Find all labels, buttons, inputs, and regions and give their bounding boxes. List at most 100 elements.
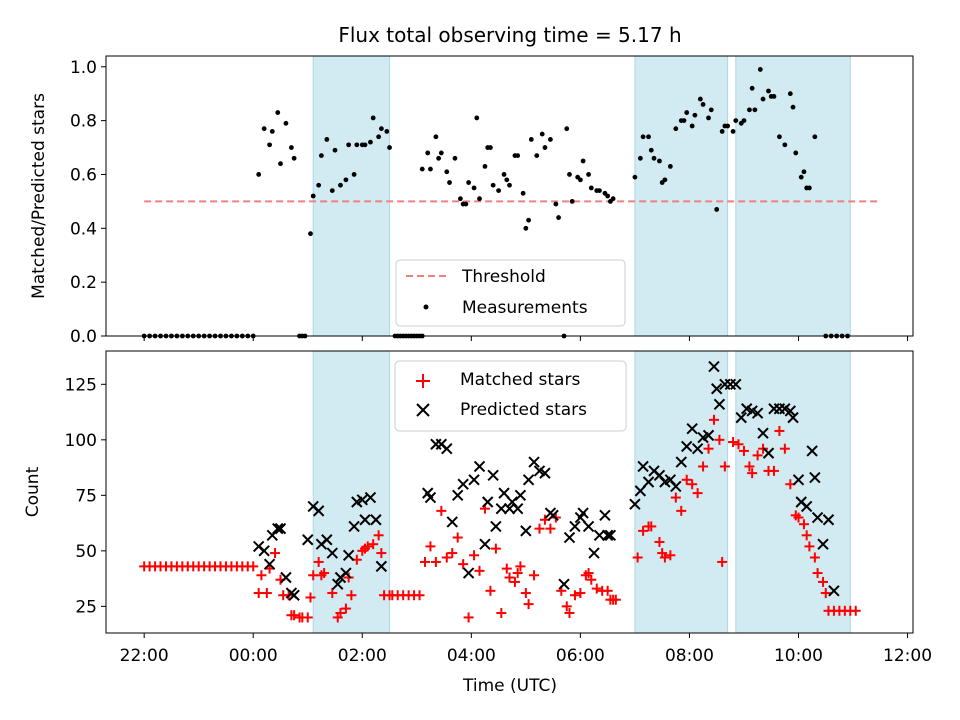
measurement-point	[719, 128, 725, 134]
measurement-point	[444, 169, 450, 175]
matched-legend-swatch	[416, 374, 430, 388]
matched-star-point	[561, 601, 572, 612]
measurement-point	[640, 134, 646, 140]
measurement-point	[291, 155, 297, 161]
matched-star-point	[708, 414, 719, 425]
shaded-interval-1	[634, 350, 729, 634]
measurement-point	[507, 182, 512, 188]
predicted-star-point	[675, 456, 687, 468]
measurement-point	[747, 107, 752, 113]
predicted-star-point	[817, 538, 829, 550]
predicted-star-point	[713, 398, 726, 410]
measurement-point	[419, 166, 425, 172]
predicted-star-point	[588, 547, 600, 559]
top-y-tick-label: 0.4	[70, 219, 97, 239]
matched-star-point	[319, 568, 330, 579]
predicted-star-point	[332, 578, 344, 590]
predicted-star-point	[811, 511, 824, 524]
measurement-point	[556, 215, 561, 220]
matched-star-point	[752, 450, 763, 461]
measurement-point	[689, 123, 695, 129]
predicted-star-point	[822, 514, 835, 526]
measurement-point	[515, 153, 521, 159]
measurement-point	[741, 118, 747, 124]
predicted-star-point	[569, 520, 581, 533]
top-y-tick-label: 1.0	[70, 58, 97, 78]
top-legend: Threshold Measurements	[395, 259, 626, 327]
predicted-star-point	[340, 567, 352, 579]
measurement-point	[501, 172, 507, 177]
predicted-star-point	[312, 505, 325, 517]
predicted-star-point	[787, 411, 799, 424]
measurement-point	[547, 137, 553, 142]
predicted-star-point	[468, 474, 480, 486]
matched-star-point	[744, 461, 755, 472]
measurement-point	[534, 153, 540, 159]
matched-star-point	[681, 474, 692, 485]
matched-star-point	[529, 570, 540, 581]
top-y-axis-label: Matched/Predicted stars	[29, 93, 49, 299]
measurement-point	[362, 142, 368, 148]
top-y-tick-label: 0.8	[70, 112, 97, 132]
predicted-star-point	[321, 534, 333, 546]
measurement-point	[433, 134, 439, 140]
measurement-point	[354, 142, 360, 148]
predicted-star-point	[601, 529, 614, 542]
bottom-y-axis: 25 50 75 100 125	[65, 375, 106, 617]
measurement-point	[496, 188, 501, 194]
matched-star-point	[670, 492, 681, 503]
matched-star-point	[646, 521, 657, 532]
predicted-star-point	[762, 447, 775, 459]
matched-star-point	[632, 552, 643, 563]
measurement-point	[288, 145, 294, 150]
predicted-star-point	[481, 496, 494, 508]
bottom-shaded-intervals	[312, 350, 851, 634]
top-plot-frame	[105, 55, 914, 337]
matched-star-point	[820, 588, 831, 599]
predicted-star-point	[828, 585, 840, 597]
measurement-point	[370, 115, 376, 121]
predicted-star-point	[302, 534, 314, 546]
matched-star-point	[798, 519, 809, 530]
matched-star-point	[419, 556, 430, 567]
matched-star-point	[373, 530, 384, 541]
matched-star-point	[313, 556, 324, 567]
measurement-point	[684, 110, 690, 115]
bottom-y-tick-label: 50	[75, 542, 97, 562]
predicted-star-point	[539, 467, 551, 479]
predicted-star-point	[582, 520, 595, 533]
measurement-point	[567, 172, 572, 177]
matched-star-point	[733, 439, 744, 450]
measurement-point	[466, 180, 472, 185]
matched-star-point	[368, 539, 379, 550]
measurement-point	[267, 142, 272, 148]
predicted-star-point	[473, 460, 486, 473]
matched-star-point	[583, 568, 594, 579]
measurement-point	[757, 67, 763, 72]
matched-star-point	[305, 592, 316, 603]
measurement-point	[766, 88, 771, 94]
bottom-y-tick-label: 25	[75, 597, 97, 617]
predicted-star-point	[514, 489, 527, 502]
measurement-point	[526, 217, 531, 223]
predicted-star-point	[272, 522, 284, 535]
measurement-point	[760, 96, 766, 102]
measurement-point	[697, 96, 703, 102]
measurement-point	[528, 137, 534, 142]
predicted-star-point	[784, 405, 797, 417]
measurement-point	[343, 177, 349, 183]
matched-star-point	[768, 465, 779, 476]
matched-star-point	[602, 585, 613, 596]
measurement-point	[482, 163, 488, 169]
measurement-point	[725, 123, 731, 129]
matched-star-point	[728, 437, 739, 448]
matched-star-point	[638, 525, 649, 536]
bottom-legend-box	[394, 360, 627, 432]
predicted-star-point	[577, 507, 589, 519]
matched-star-point	[340, 603, 351, 614]
matched-star-point	[504, 572, 515, 583]
measurement-point	[580, 158, 586, 164]
matched-star-point	[698, 461, 709, 472]
x-tick-label: 06:00	[556, 646, 605, 666]
